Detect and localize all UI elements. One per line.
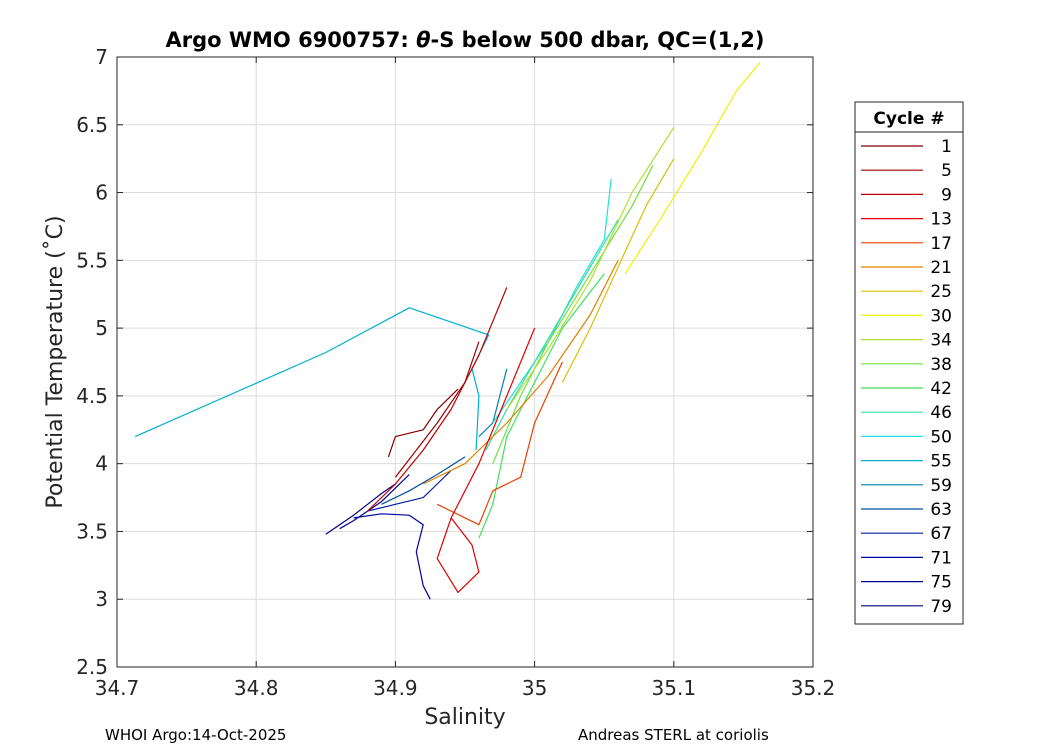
legend-label: 71 [930, 548, 952, 568]
legend-label: 79 [930, 597, 952, 617]
legend-label: 21 [930, 258, 952, 278]
x-axis-label: Salinity [424, 705, 505, 730]
series-line [506, 127, 675, 410]
plot-frame [116, 56, 814, 668]
series-line [353, 513, 431, 600]
legend-label: 59 [930, 476, 952, 496]
chart-title: Argo WMO 6900757: θ-S below 500 dbar, QC… [165, 28, 764, 52]
series-line [561, 158, 675, 383]
legend-label: 9 [941, 185, 952, 205]
legend-label: 55 [930, 452, 952, 472]
series-line [436, 361, 563, 526]
legend-label: 1 [941, 137, 952, 157]
y-axis-label: Potential Temperature (˚C) [43, 215, 68, 508]
legend-label: 17 [930, 234, 952, 254]
y-tick-label: 4.5 [76, 384, 108, 408]
series-line [422, 260, 619, 485]
ticks: 34.7 34.8 34.9 35 35.1 35.2 2.5 3 3.5 4 4.5 5 5.5 6 6.… [76, 45, 835, 700]
x-tick-label: 35.2 [791, 676, 836, 700]
x-tick-label: 34.9 [373, 676, 418, 700]
series-line [478, 273, 605, 539]
y-tick-label: 3 [95, 587, 108, 611]
series-line [387, 388, 459, 458]
footer-left: WHOI Argo:14-Oct-2025 [105, 726, 287, 744]
series-line [624, 62, 761, 275]
series-line [367, 287, 508, 512]
y-tick-label: 5 [95, 316, 108, 340]
legend-label: 50 [930, 427, 952, 447]
x-tick-label: 34.7 [95, 676, 140, 700]
y-tick-label: 5.5 [76, 248, 108, 272]
x-tick-label: 35 [522, 676, 547, 700]
legend-label: 63 [930, 500, 952, 520]
series-line [381, 456, 466, 505]
y-tick-label: 6 [95, 181, 108, 205]
series-line [134, 307, 490, 451]
legend-label: 38 [930, 355, 952, 375]
y-tick-label: 4 [95, 452, 108, 476]
series-line [394, 341, 480, 478]
legend-title: Cycle # [873, 109, 944, 129]
legend-label: 30 [930, 306, 952, 326]
series-line [485, 219, 619, 451]
series-line [325, 483, 396, 535]
y-tick-label: 6.5 [76, 113, 108, 137]
x-tick-label: 34.8 [234, 676, 279, 700]
legend-label: 25 [930, 282, 952, 302]
series-line [436, 327, 536, 594]
legend-label: 5 [941, 161, 952, 181]
legend-label: 34 [930, 331, 952, 351]
series-group [134, 62, 761, 600]
y-tick-label: 7 [95, 45, 108, 69]
series-line [339, 474, 410, 530]
x-tick-label: 35.1 [652, 676, 697, 700]
series-line [478, 368, 508, 438]
legend-label: 42 [930, 379, 952, 399]
y-tick-label: 3.5 [76, 519, 108, 543]
legend-label: 13 [930, 210, 952, 230]
series-line [367, 469, 452, 512]
legend-label: 46 [930, 403, 952, 423]
legend: Cycle #159131721253034384246505559636771… [854, 101, 964, 625]
series-line [492, 165, 654, 464]
legend-box [854, 101, 964, 625]
y-tick-label: 2.5 [76, 655, 108, 679]
footer-right: Andreas STERL at coriolis [578, 726, 769, 744]
legend-label: 75 [930, 573, 952, 593]
legend-label: 67 [930, 524, 952, 544]
plot-area [117, 57, 813, 667]
